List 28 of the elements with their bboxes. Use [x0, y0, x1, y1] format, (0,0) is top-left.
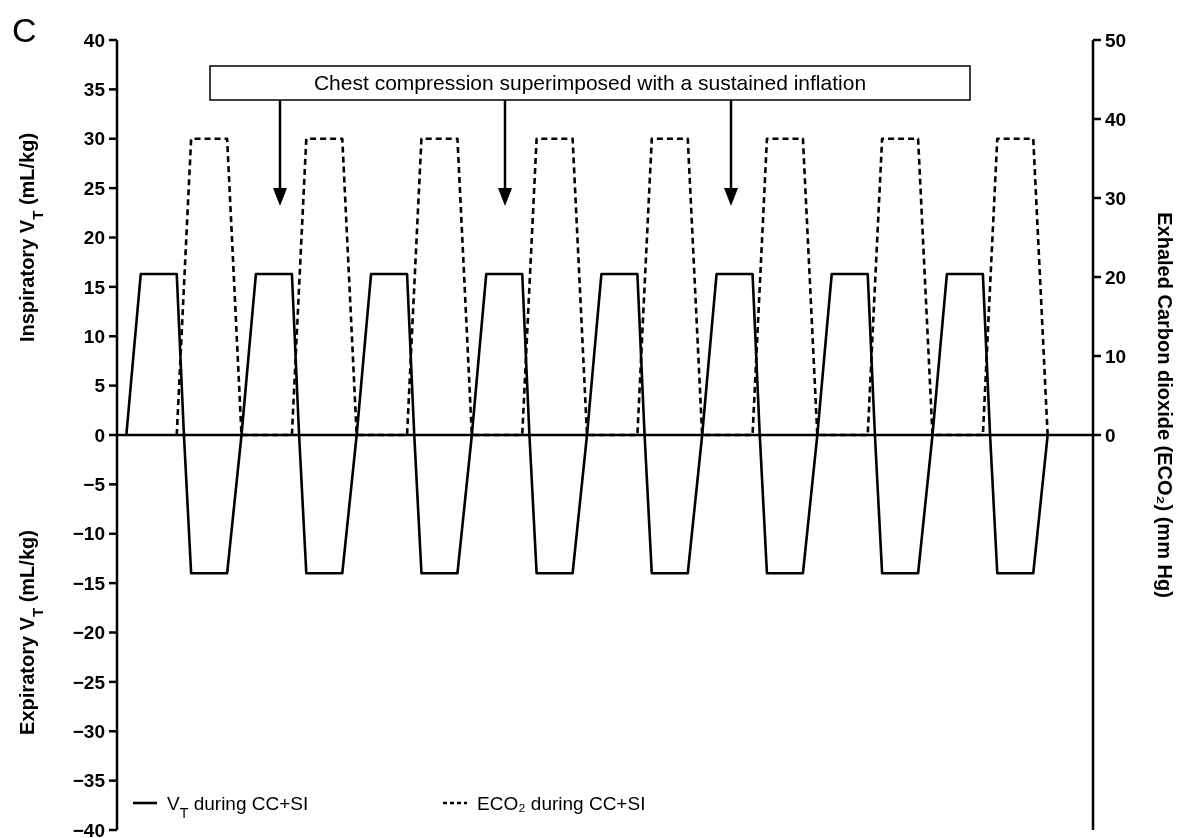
text: C: [12, 11, 37, 49]
legend-label: V$_{T}$ during CC+SI: [167, 792, 309, 821]
y-tick-label: 30: [83, 128, 105, 150]
y2-tick-label: 30: [1105, 187, 1127, 209]
y-tick-label: 10: [83, 325, 105, 347]
y2-tick-label: 20: [1105, 266, 1127, 288]
legend-label: ECO₂ during CC+SI: [477, 792, 646, 814]
y-tick-label: 5: [94, 375, 106, 397]
y-tick-label: −20: [72, 622, 105, 644]
y2-tick-label: 50: [1105, 29, 1127, 51]
y-tick-label: 35: [83, 79, 106, 101]
y-tick-label: −25: [72, 671, 106, 693]
y-tick-label: −35: [72, 770, 106, 792]
y2-axis-title: Exhaled Carbon dioxide (ECO₂) (mm Hg): [1154, 212, 1176, 598]
y-tick-label: −40: [72, 819, 105, 838]
y-tick-label: 15: [83, 276, 106, 298]
y-tick-label: −5: [83, 474, 106, 496]
y2-tick-label: 0: [1105, 424, 1116, 446]
y-tick-label: 40: [83, 29, 105, 51]
y-tick-label: 0: [94, 424, 105, 446]
y2-tick-label: 40: [1105, 108, 1127, 130]
y-tick-label: −15: [72, 572, 106, 594]
y2-tick-label: 10: [1105, 345, 1127, 367]
y-tick-label: 20: [83, 227, 105, 249]
y-tick-label: 25: [83, 177, 106, 199]
annotation: Chest compression superimposed with a sustained inflation: [313, 71, 867, 94]
y-tick-label: −10: [72, 523, 105, 545]
y-tick-label: −30: [72, 720, 105, 742]
